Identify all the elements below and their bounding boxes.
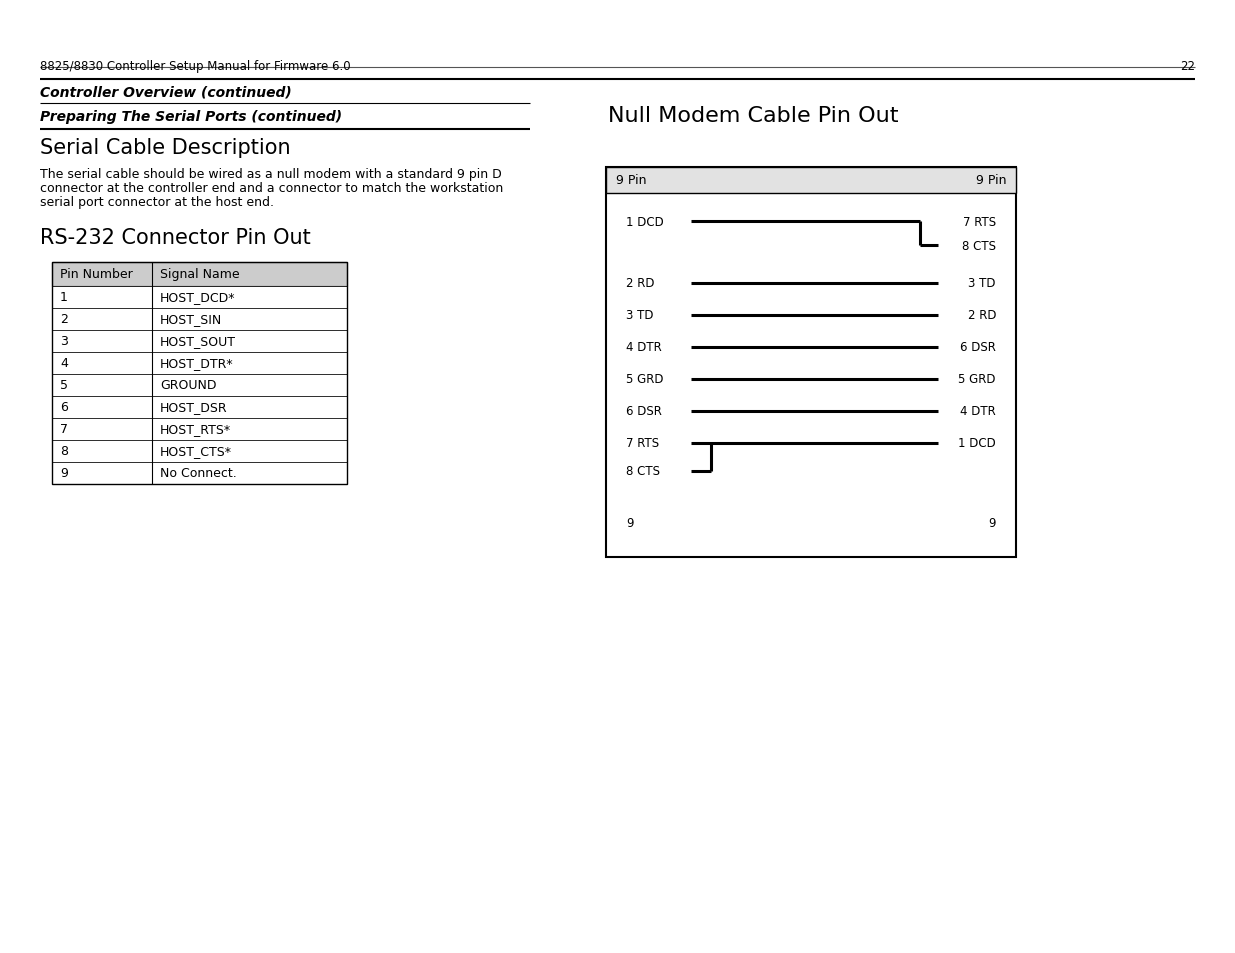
Bar — [52, 263, 347, 484]
Bar — [52, 263, 347, 287]
Text: 4 DTR: 4 DTR — [961, 405, 995, 418]
Text: RS-232 Connector Pin Out: RS-232 Connector Pin Out — [40, 228, 311, 248]
Text: GROUND: GROUND — [161, 379, 216, 392]
Text: HOST_DSR: HOST_DSR — [161, 401, 227, 414]
Text: 22: 22 — [1179, 60, 1195, 73]
Text: HOST_RTS*: HOST_RTS* — [161, 423, 231, 436]
Bar — [52, 418, 347, 440]
Text: 6 DSR: 6 DSR — [960, 341, 995, 355]
Text: serial port connector at the host end.: serial port connector at the host end. — [40, 195, 274, 209]
Text: 5 GRD: 5 GRD — [958, 374, 995, 386]
Text: HOST_SIN: HOST_SIN — [161, 314, 222, 326]
Text: 7 RTS: 7 RTS — [963, 215, 995, 229]
Text: 9 Pin: 9 Pin — [976, 174, 1007, 188]
Text: 9: 9 — [988, 517, 995, 530]
Text: 9: 9 — [61, 467, 68, 480]
Text: 2 RD: 2 RD — [626, 277, 655, 291]
Bar — [52, 462, 347, 484]
Text: 4: 4 — [61, 357, 68, 370]
Text: The serial cable should be wired as a null modem with a standard 9 pin D: The serial cable should be wired as a nu… — [40, 168, 501, 181]
Text: Pin Number: Pin Number — [61, 268, 132, 281]
Text: 8: 8 — [61, 445, 68, 458]
Text: 7 RTS: 7 RTS — [626, 437, 659, 450]
Text: No Connect.: No Connect. — [161, 467, 237, 480]
Text: 1 DCD: 1 DCD — [626, 215, 663, 229]
Text: 6 DSR: 6 DSR — [626, 405, 662, 418]
Bar — [52, 287, 347, 309]
Text: HOST_DTR*: HOST_DTR* — [161, 357, 233, 370]
Text: 2 RD: 2 RD — [967, 309, 995, 322]
Text: connector at the controller end and a connector to match the workstation: connector at the controller end and a co… — [40, 182, 503, 194]
Text: 1 DCD: 1 DCD — [958, 437, 995, 450]
Text: 8825/8830 Controller Setup Manual for Firmware 6.0: 8825/8830 Controller Setup Manual for Fi… — [40, 60, 351, 73]
Bar — [52, 375, 347, 396]
Text: 5 GRD: 5 GRD — [626, 374, 663, 386]
Bar — [52, 440, 347, 462]
Text: 3: 3 — [61, 335, 68, 348]
Text: Serial Cable Description: Serial Cable Description — [40, 138, 290, 158]
Text: Preparing The Serial Ports (continued): Preparing The Serial Ports (continued) — [40, 110, 342, 124]
Text: Signal Name: Signal Name — [161, 268, 240, 281]
Text: Controller Overview (continued): Controller Overview (continued) — [40, 86, 291, 100]
Text: 9 Pin: 9 Pin — [616, 174, 646, 188]
Bar — [606, 168, 1016, 558]
Text: 1: 1 — [61, 292, 68, 304]
Text: HOST_CTS*: HOST_CTS* — [161, 445, 232, 458]
Bar — [52, 396, 347, 418]
Text: 3 TD: 3 TD — [968, 277, 995, 291]
Text: 4 DTR: 4 DTR — [626, 341, 662, 355]
Text: 5: 5 — [61, 379, 68, 392]
Text: Null Modem Cable Pin Out: Null Modem Cable Pin Out — [608, 106, 899, 126]
Bar — [52, 353, 347, 375]
Text: 2: 2 — [61, 314, 68, 326]
Text: 6: 6 — [61, 401, 68, 414]
Text: HOST_SOUT: HOST_SOUT — [161, 335, 236, 348]
Bar — [52, 331, 347, 353]
Bar — [52, 309, 347, 331]
Text: HOST_DCD*: HOST_DCD* — [161, 292, 236, 304]
Bar — [606, 168, 1016, 193]
Text: 7: 7 — [61, 423, 68, 436]
Text: 3 TD: 3 TD — [626, 309, 653, 322]
Text: 9: 9 — [626, 517, 634, 530]
Text: 8 CTS: 8 CTS — [962, 239, 995, 253]
Text: 8 CTS: 8 CTS — [626, 465, 659, 478]
